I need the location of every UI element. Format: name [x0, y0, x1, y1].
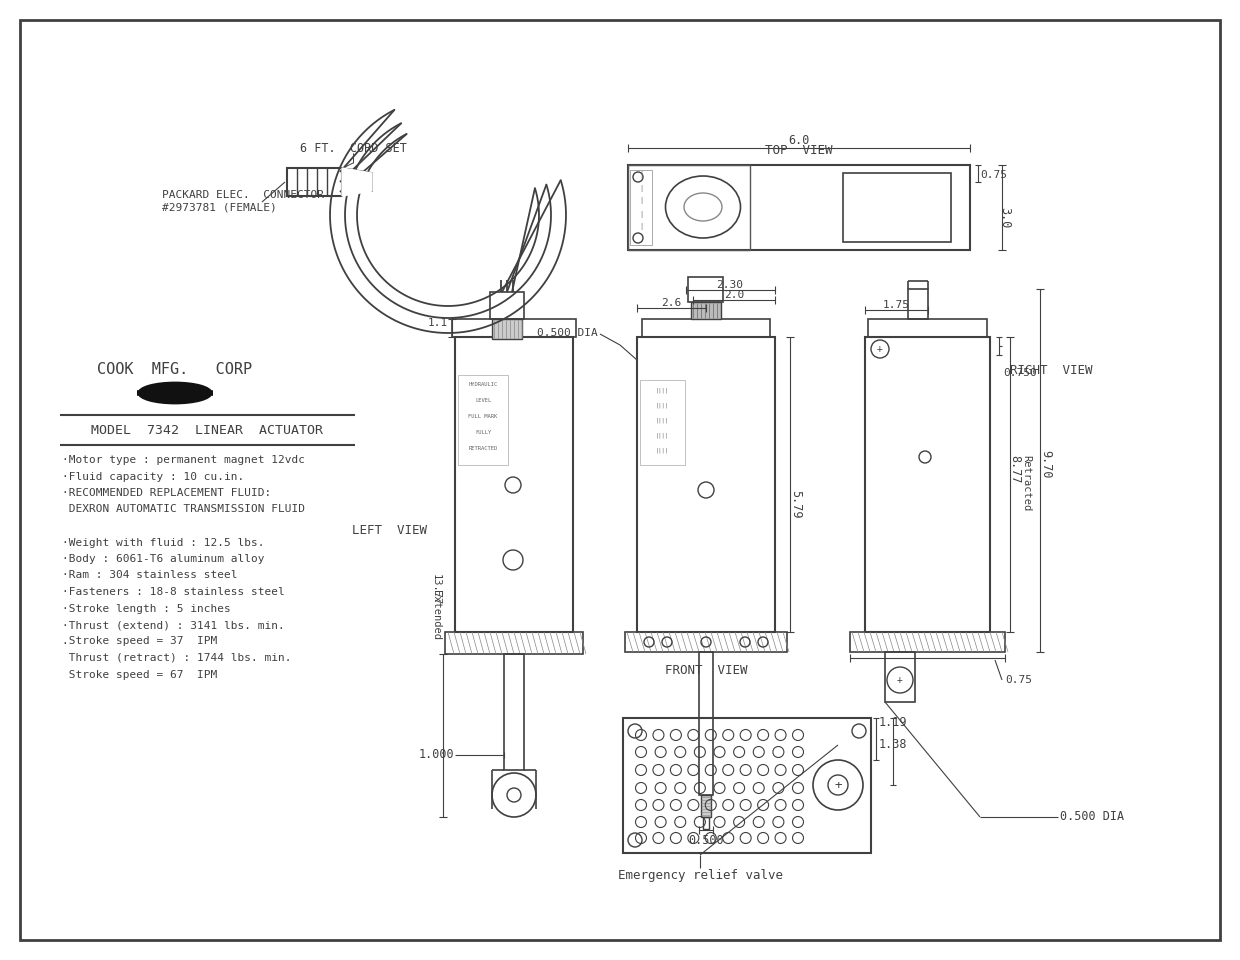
Text: FRONT  VIEW: FRONT VIEW — [665, 663, 748, 677]
Text: Extended: Extended — [432, 590, 441, 640]
Bar — [640, 380, 684, 465]
Bar — [701, 795, 711, 817]
Text: Stroke speed = 67  IPM: Stroke speed = 67 IPM — [62, 669, 217, 680]
Text: Retracted: Retracted — [1021, 455, 1030, 512]
Text: 2.0: 2.0 — [724, 290, 744, 300]
Text: 0.75: 0.75 — [1004, 675, 1032, 685]
Text: HYDRAULIC: HYDRAULIC — [469, 382, 497, 388]
Text: 2.30: 2.30 — [717, 280, 744, 290]
Text: |: | — [639, 224, 644, 230]
Text: LEVEL: LEVEL — [475, 398, 491, 403]
Bar — [908, 289, 928, 319]
Bar — [699, 652, 713, 795]
Text: ||||: |||| — [656, 387, 668, 393]
Text: 13.77: 13.77 — [432, 574, 441, 606]
Text: ·Thrust (extend) : 3141 lbs. min.: ·Thrust (extend) : 3141 lbs. min. — [62, 620, 285, 630]
Bar — [458, 375, 508, 465]
Text: 1.38: 1.38 — [879, 738, 908, 752]
Bar — [630, 170, 652, 245]
Text: 0.500: 0.500 — [688, 833, 724, 847]
Bar — [703, 817, 709, 829]
Bar — [492, 319, 522, 339]
Text: FULL MARK: FULL MARK — [469, 415, 497, 420]
Text: ·Weight with fluid : 12.5 lbs.: ·Weight with fluid : 12.5 lbs. — [62, 538, 264, 547]
Text: ·Motor type : permanent magnet 12vdc: ·Motor type : permanent magnet 12vdc — [62, 455, 305, 465]
Text: RIGHT  VIEW: RIGHT VIEW — [1011, 364, 1092, 376]
Text: Thrust (retract) : 1744 lbs. min.: Thrust (retract) : 1744 lbs. min. — [62, 653, 291, 663]
Text: 0.75: 0.75 — [980, 170, 1007, 180]
Text: |: | — [639, 198, 644, 204]
Bar — [455, 337, 573, 632]
Text: 0.500 DIA: 0.500 DIA — [1060, 810, 1125, 824]
Text: ·Fluid capacity : 10 cu.in.: ·Fluid capacity : 10 cu.in. — [62, 471, 244, 482]
Text: 1.1: 1.1 — [428, 318, 448, 328]
Text: 6 FT.  CORD SET: 6 FT. CORD SET — [300, 141, 407, 155]
Text: 0.750: 0.750 — [1003, 368, 1037, 378]
Bar — [637, 337, 775, 632]
Text: |: | — [639, 210, 644, 218]
Bar — [627, 165, 750, 250]
Text: .Stroke speed = 37  IPM: .Stroke speed = 37 IPM — [62, 636, 217, 646]
Text: |: | — [639, 184, 644, 191]
Text: 1.75: 1.75 — [883, 300, 909, 310]
Text: 9.70: 9.70 — [1039, 450, 1053, 478]
Ellipse shape — [139, 383, 211, 403]
Text: ·Fasteners : 18-8 stainless steel: ·Fasteners : 18-8 stainless steel — [62, 587, 285, 597]
Text: 0.500 DIA: 0.500 DIA — [537, 328, 598, 338]
Text: CMC: CMC — [165, 388, 186, 400]
Text: MODEL  7342  LINEAR  ACTUATOR: MODEL 7342 LINEAR ACTUATOR — [91, 423, 322, 437]
Bar — [503, 654, 525, 770]
Text: 8.77: 8.77 — [1008, 455, 1022, 484]
Text: ·Stroke length : 5 inches: ·Stroke length : 5 inches — [62, 604, 231, 613]
Bar — [642, 319, 770, 337]
Text: ||||: |||| — [656, 432, 668, 438]
Text: RETRACTED: RETRACTED — [469, 446, 497, 451]
Bar — [866, 337, 990, 632]
Text: 1.19: 1.19 — [879, 715, 908, 729]
Polygon shape — [342, 168, 372, 196]
Text: COOK  MFG.   CORP: COOK MFG. CORP — [98, 363, 253, 377]
Text: 6.0: 6.0 — [789, 133, 810, 147]
Text: ·Body : 6061-T6 aluminum alloy: ·Body : 6061-T6 aluminum alloy — [62, 554, 264, 564]
Text: ·RECOMMENDED REPLACEMENT FLUID:: ·RECOMMENDED REPLACEMENT FLUID: — [62, 488, 272, 498]
Bar — [622, 718, 870, 853]
Text: DEXRON AUTOMATIC TRANSMISSION FLUID: DEXRON AUTOMATIC TRANSMISSION FLUID — [62, 505, 305, 515]
Text: 2.6: 2.6 — [661, 298, 681, 308]
Text: #2973781 (FEMALE): #2973781 (FEMALE) — [162, 203, 277, 213]
Text: ||||: |||| — [656, 418, 668, 422]
Bar — [843, 173, 951, 242]
Bar — [849, 632, 1004, 652]
Bar — [286, 168, 342, 196]
Text: Emergency relief valve: Emergency relief valve — [618, 869, 782, 881]
Bar — [868, 319, 987, 337]
Text: +: + — [835, 779, 842, 791]
Bar — [625, 632, 787, 652]
Text: +: + — [877, 344, 883, 354]
Text: 3.0: 3.0 — [998, 207, 1012, 228]
Text: 1.000: 1.000 — [418, 749, 454, 761]
Text: LEFT  VIEW: LEFT VIEW — [352, 523, 428, 537]
Bar — [688, 277, 723, 302]
Bar — [490, 292, 525, 319]
Bar — [885, 652, 915, 702]
Bar — [627, 165, 970, 250]
Text: PACKARD ELEC.  CONNECTOR: PACKARD ELEC. CONNECTOR — [162, 190, 324, 200]
Text: TOP  VIEW: TOP VIEW — [765, 143, 833, 156]
Text: |: | — [639, 172, 644, 179]
Text: ||||: |||| — [656, 447, 668, 453]
Text: +: + — [897, 675, 903, 685]
Text: 5.79: 5.79 — [790, 490, 802, 518]
Bar — [453, 319, 577, 337]
Text: ·Ram : 304 stainless steel: ·Ram : 304 stainless steel — [62, 570, 238, 581]
Text: ||||: |||| — [656, 402, 668, 408]
Text: FULLY: FULLY — [475, 430, 491, 436]
Bar — [445, 632, 583, 654]
Bar — [691, 302, 720, 319]
